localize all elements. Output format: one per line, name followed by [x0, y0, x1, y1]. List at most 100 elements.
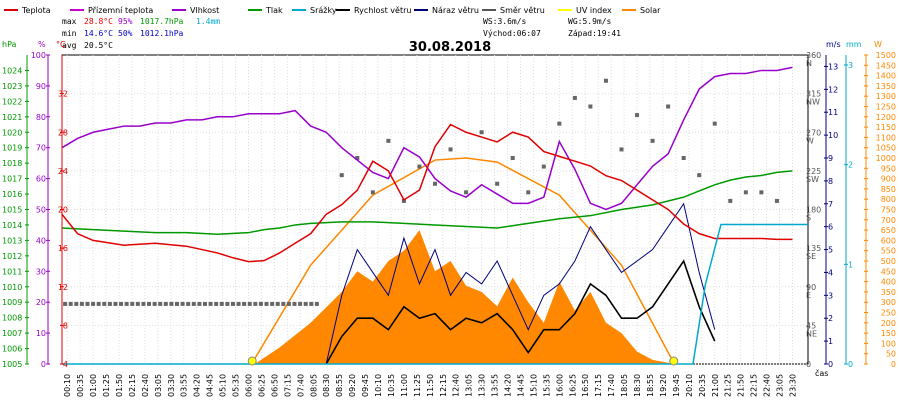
x-tick-label: 09:20 — [348, 374, 357, 397]
axis-mm-tick-label: 3 — [848, 61, 853, 70]
direction-dot — [180, 301, 185, 306]
x-tick-label: 20:10 — [685, 374, 694, 397]
direction-dot — [588, 104, 593, 109]
axis-hpa-tick-label: 1013 — [2, 236, 22, 245]
stat-avg-temp: 20.5°C — [84, 41, 113, 50]
axis-w-tick-label: 300 — [881, 298, 896, 307]
axis-dir-tick-label: SW — [806, 175, 819, 184]
direction-dot — [448, 147, 453, 152]
axis-mm-tick-label: 1 — [848, 260, 853, 269]
axis-ms-tick-label: 11 — [828, 108, 838, 117]
axis-hpa-tick-label: 1009 — [2, 298, 22, 307]
axis-ms-tick-label: 6 — [828, 223, 833, 232]
axis-unit-label: °C — [56, 40, 66, 49]
axis-w-tick-label: 50 — [886, 350, 896, 359]
x-tick-label: 21:50 — [737, 374, 746, 397]
axis-hpa-tick-label: 1005 — [2, 360, 22, 369]
axis-w-tick-label: 1200 — [876, 113, 896, 122]
axis-dir-tick-label: N — [806, 59, 812, 68]
axis-ms-tick-label: 2 — [828, 314, 833, 323]
axis-degc-tick-label: 4 — [63, 360, 68, 369]
x-tick-label: 17:15 — [594, 374, 603, 397]
series-sr-ky — [62, 223, 808, 365]
axis-pct-tick-label: 30 — [36, 267, 46, 276]
x-tick-label: 15:10 — [529, 374, 538, 397]
x-tick-label: 23:30 — [788, 374, 797, 397]
direction-dot — [635, 113, 640, 118]
direction-dot — [230, 301, 235, 306]
direction-dot — [433, 181, 437, 186]
axis-unit-label: % — [38, 40, 46, 49]
stat-wind-speed: WS:3.6m/s — [483, 17, 527, 26]
x-tick-label: 05:10 — [219, 374, 228, 397]
axis-dir-tick-label: 45 — [806, 321, 816, 330]
axis-hpa-tick-label: 1011 — [2, 267, 22, 276]
axis-hpa-tick-label: 1019 — [2, 144, 22, 153]
axis-pct-tick-label: 50 — [36, 206, 46, 215]
plot-area — [61, 54, 809, 366]
x-tick-label: 21:25 — [724, 374, 733, 397]
axis-degc-tick-label: 32 — [58, 90, 68, 99]
x-tick-label: 06:25 — [257, 374, 266, 397]
x-tick-label: 16:25 — [568, 374, 577, 397]
axis-dir-tick-label: 180 — [806, 206, 821, 215]
series-solar — [254, 230, 675, 364]
axis-hpa-tick-label: 1008 — [2, 314, 22, 323]
legend-label: Solar — [640, 6, 661, 15]
direction-dot — [303, 301, 308, 306]
axis-w-tick-label: 0 — [891, 360, 896, 369]
x-tick-label: 03:55 — [180, 374, 189, 397]
x-tick-label: 01:25 — [102, 374, 111, 397]
x-tick-label: 19:45 — [672, 374, 681, 397]
direction-dot — [526, 190, 531, 195]
axis-dir-tick-label: W — [806, 136, 814, 145]
x-tick-label: 10:10 — [374, 374, 383, 397]
legend-label: Vlhkost — [190, 6, 219, 15]
axis-dir-tick-label: 0 — [806, 360, 811, 369]
axis-dir-tick-label: SE — [806, 252, 816, 261]
x-tick-label: 11:50 — [426, 374, 435, 397]
axis-w-tick-label: 1350 — [876, 82, 896, 91]
x-tick-label: 18:05 — [620, 374, 629, 397]
x-tick-label: 14:20 — [504, 374, 513, 397]
direction-dot — [728, 198, 733, 203]
x-tick-label: 11:00 — [400, 374, 409, 397]
axis-pct-tick-label: 20 — [36, 298, 46, 307]
axis-w-tick-label: 450 — [881, 267, 896, 276]
axis-hpa-tick-label: 1021 — [2, 113, 22, 122]
direction-dot — [225, 301, 230, 306]
axis-hpa-tick-label: 1017 — [2, 175, 22, 184]
axis-degc-tick-label: 24 — [58, 167, 68, 176]
series-n-raz-v-tru — [325, 202, 716, 365]
sun-marker — [247, 356, 257, 366]
direction-dot — [603, 78, 608, 83]
axis-w-tick-label: 800 — [881, 195, 896, 204]
axis-hpa-tick-label: 1023 — [2, 82, 22, 91]
direction-dot — [175, 301, 180, 306]
direction-dot — [124, 301, 129, 306]
x-tick-label: 04:20 — [193, 374, 202, 397]
direction-dot — [541, 164, 546, 169]
direction-dot — [264, 301, 269, 306]
direction-dot — [135, 301, 140, 306]
axis-w-tick-label: 200 — [881, 319, 896, 328]
axis-dir-tick-label: 225 — [806, 167, 821, 176]
stat-min-label: min — [62, 29, 77, 38]
axis-w-tick-label: 1250 — [876, 103, 896, 112]
axis-w-tick-label: 100 — [881, 339, 896, 348]
axis-degc-tick-label: 20 — [58, 206, 68, 215]
sun-marker — [669, 356, 679, 366]
axis-ms-tick-label: 7 — [828, 200, 833, 209]
axis-hpa-tick-label: 1015 — [2, 206, 22, 215]
direction-dot — [286, 301, 291, 306]
axis-hpa-tick-label: 1014 — [2, 221, 22, 230]
axis-dir-tick-label: NW — [806, 98, 820, 107]
axis-ms-tick-label: 5 — [828, 246, 833, 255]
x-tick-label: 13:30 — [478, 374, 487, 397]
axis-degc-tick-label: 28 — [58, 128, 68, 137]
direction-dot — [102, 301, 107, 306]
series-rychlost-v-tru — [325, 259, 716, 365]
axis-dir-tick-label: E — [806, 291, 811, 300]
x-tick-label: 06:00 — [245, 374, 254, 397]
